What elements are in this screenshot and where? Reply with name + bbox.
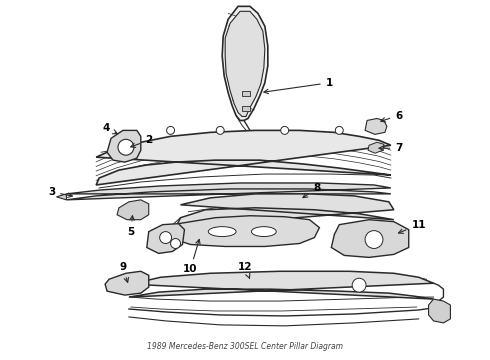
Polygon shape: [117, 200, 149, 220]
Text: 3: 3: [48, 187, 73, 197]
Polygon shape: [368, 142, 384, 153]
Circle shape: [167, 126, 174, 134]
Polygon shape: [105, 271, 149, 295]
Polygon shape: [66, 183, 391, 200]
Text: 7: 7: [379, 143, 402, 153]
Circle shape: [365, 231, 383, 248]
Polygon shape: [331, 220, 409, 257]
Circle shape: [118, 139, 134, 155]
Text: 1: 1: [264, 78, 333, 94]
Polygon shape: [175, 216, 319, 247]
Ellipse shape: [251, 227, 276, 237]
Polygon shape: [147, 224, 184, 253]
Text: 11: 11: [398, 220, 426, 233]
Bar: [242, 91, 250, 96]
Text: 10: 10: [183, 239, 200, 274]
Polygon shape: [222, 6, 268, 121]
Polygon shape: [429, 299, 450, 323]
Polygon shape: [175, 194, 394, 228]
Circle shape: [352, 278, 366, 292]
Polygon shape: [225, 11, 265, 117]
Text: 1989 Mercedes-Benz 300SEL Center Pillar Diagram: 1989 Mercedes-Benz 300SEL Center Pillar …: [147, 342, 343, 351]
Circle shape: [160, 231, 172, 243]
Ellipse shape: [208, 227, 236, 237]
Text: 8: 8: [303, 183, 321, 198]
Circle shape: [281, 126, 289, 134]
Circle shape: [335, 126, 343, 134]
Text: 9: 9: [120, 262, 128, 282]
Polygon shape: [107, 130, 141, 162]
Text: 6: 6: [381, 111, 402, 122]
Polygon shape: [365, 118, 387, 134]
Text: 4: 4: [102, 123, 117, 134]
Polygon shape: [96, 130, 391, 185]
Text: 5: 5: [127, 216, 135, 237]
Bar: [242, 105, 250, 111]
Circle shape: [171, 239, 180, 248]
Polygon shape: [129, 271, 434, 299]
Text: 2: 2: [131, 135, 152, 148]
Circle shape: [216, 126, 224, 134]
Text: 12: 12: [238, 262, 252, 278]
Polygon shape: [56, 194, 66, 200]
